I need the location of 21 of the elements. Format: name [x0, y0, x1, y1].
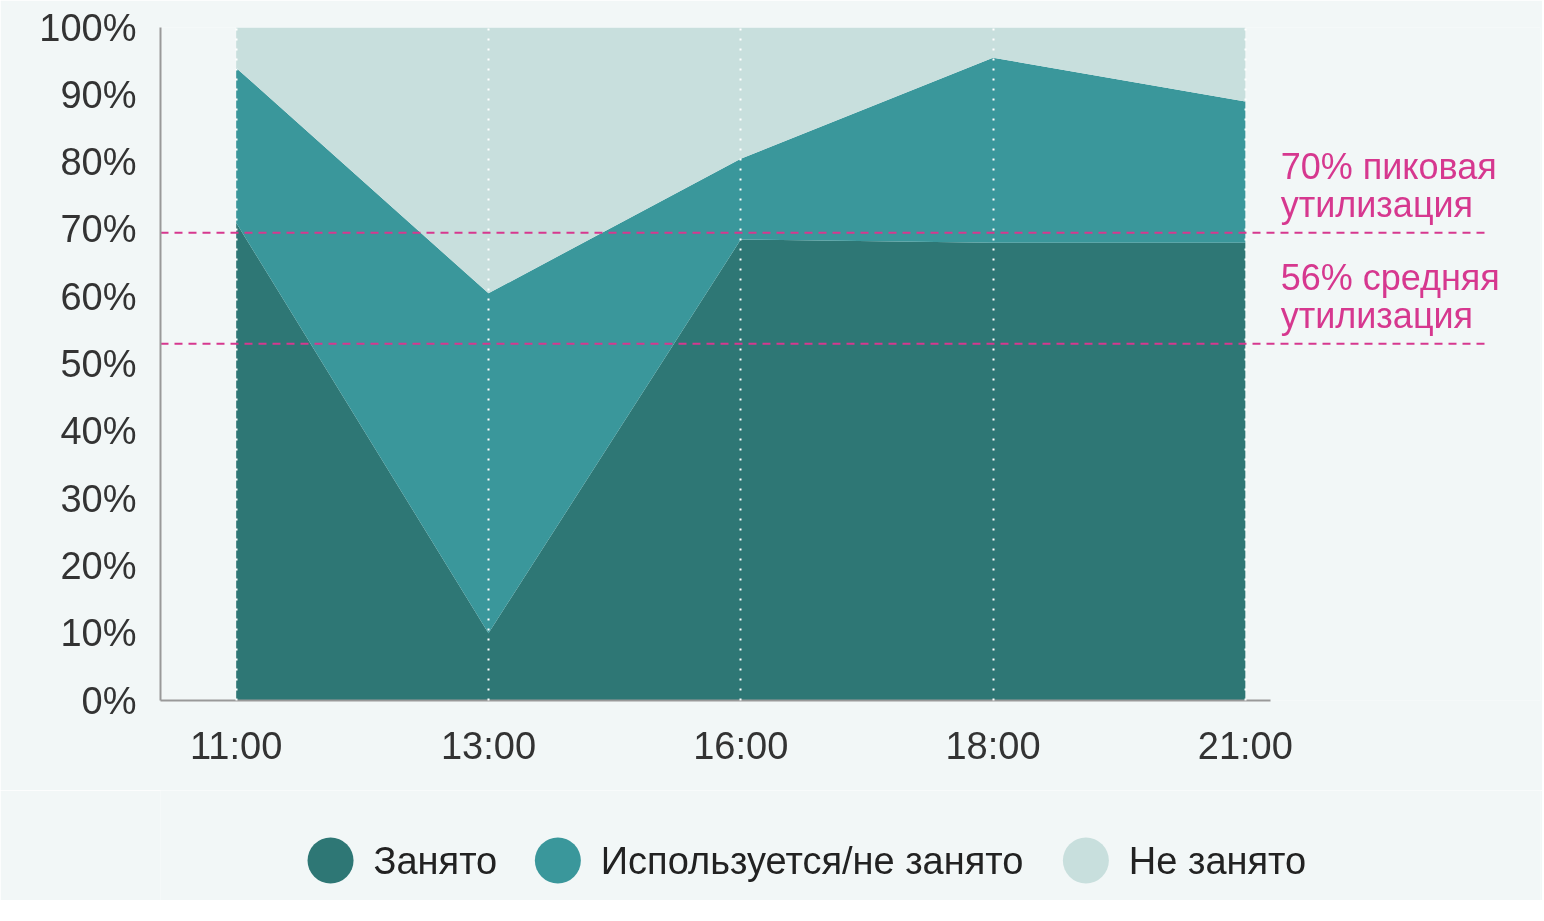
y-tick-label: 10%: [60, 612, 137, 655]
y-tick-label: 50%: [60, 343, 137, 385]
y-tick-label: 60%: [60, 275, 137, 318]
y-tick-label: 90%: [60, 73, 137, 116]
x-tick-label: 16:00: [693, 724, 789, 767]
x-tick-label: 11:00: [190, 724, 283, 767]
y-tick-label: 80%: [60, 141, 137, 184]
y-tick-label: 70%: [60, 208, 137, 251]
legend-label: Не занято: [1128, 839, 1307, 882]
y-tick-label: 20%: [60, 544, 137, 587]
legend-label: Используется/не занято: [600, 839, 1024, 882]
legend-label: Занято: [373, 839, 498, 882]
y-tick-label: 100%: [39, 6, 137, 49]
ref-line-label: 56% средняя утилизация: [1280, 256, 1500, 336]
ref-line-label: 70% пиковая утилизация: [1280, 145, 1497, 225]
y-tick-label: 0%: [81, 679, 137, 722]
x-tick-label: 18:00: [945, 724, 1041, 767]
x-tick-label: 13:00: [440, 724, 537, 767]
y-tick-label: 30%: [60, 477, 137, 520]
x-tick-label: 21:00: [1197, 724, 1293, 767]
y-tick-label: 40%: [60, 410, 137, 453]
